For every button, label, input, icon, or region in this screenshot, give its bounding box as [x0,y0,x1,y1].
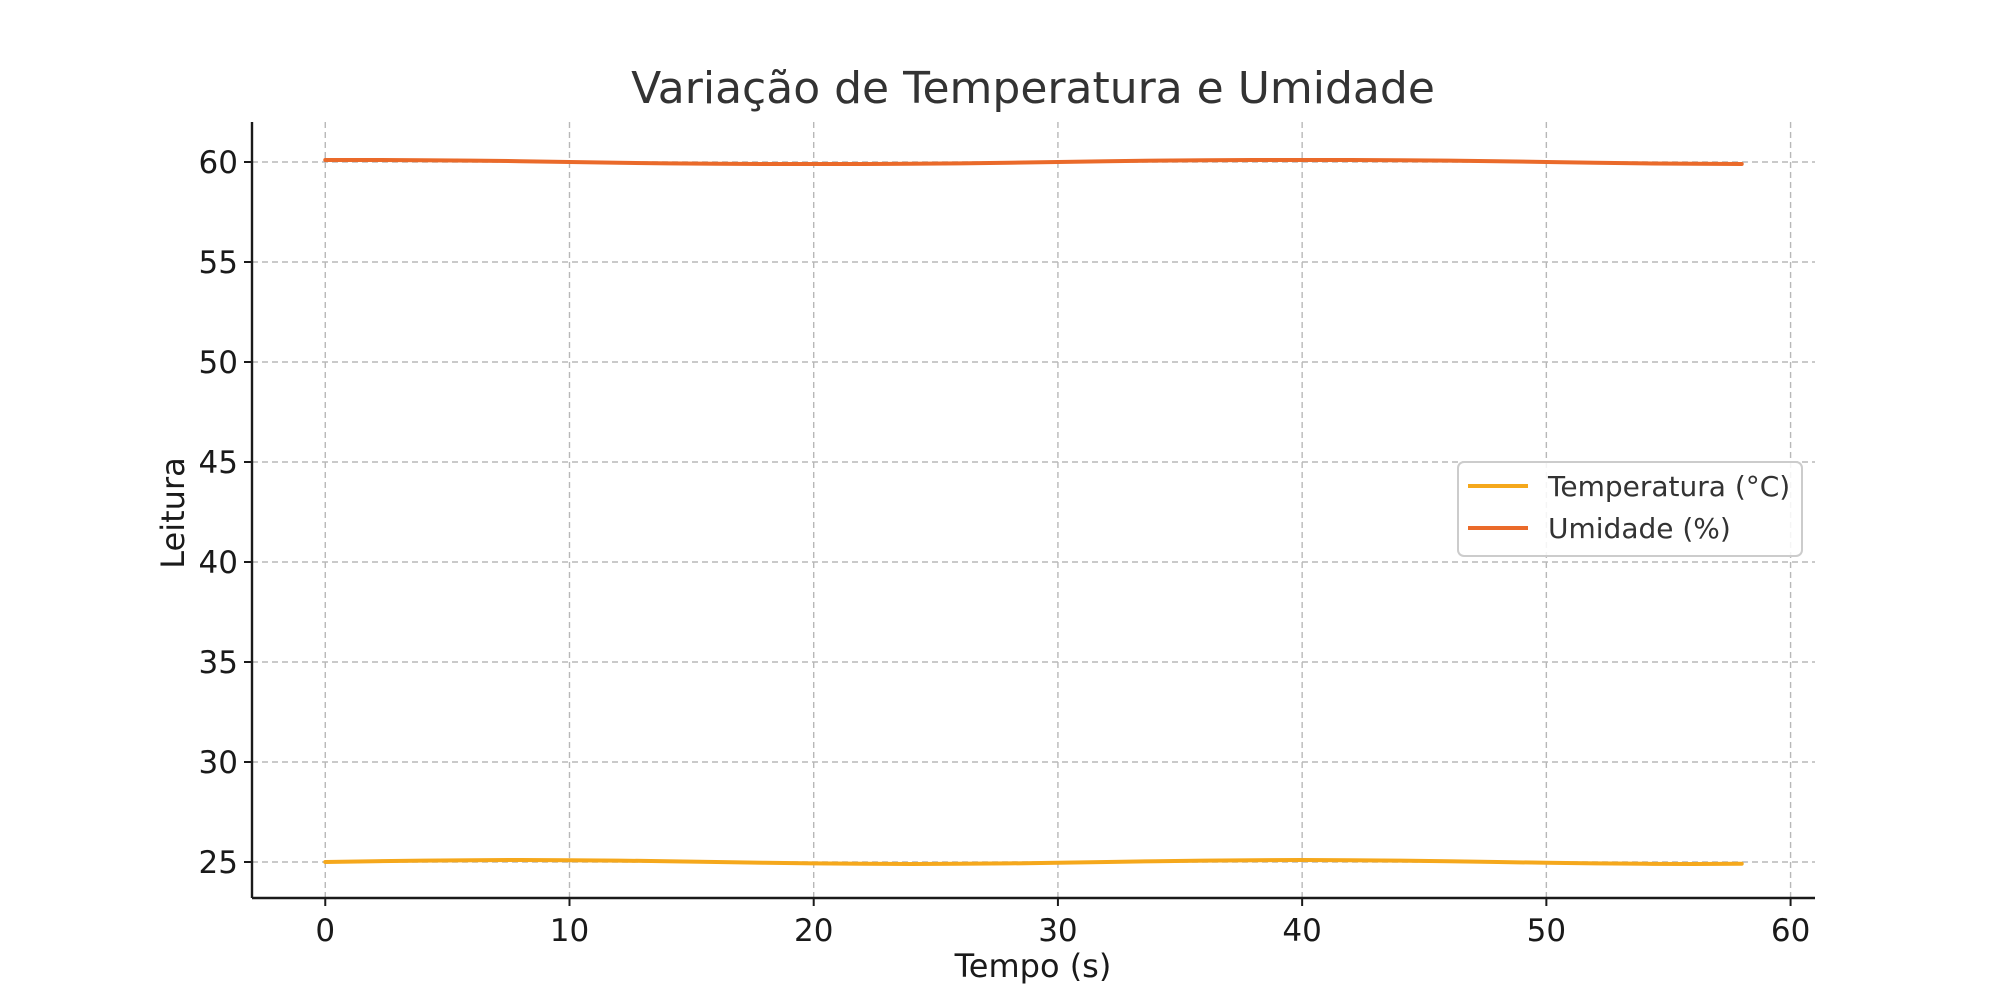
y-tick-label: 35 [199,645,238,681]
legend-box [1457,461,1803,557]
x-axis-title: Tempo (s) [954,947,1112,985]
series-line-umidade [323,158,1744,166]
y-tick-label: 60 [199,145,238,181]
legend-label-temperatura: Temperatura (°C) [1547,470,1790,503]
x-tick-label: 50 [1527,913,1566,949]
legend: Temperatura (°C) Umidade (%) [1457,461,1803,557]
x-tick-label: 0 [315,913,335,949]
y-tick-label: 55 [199,245,238,281]
y-tick-label: 50 [199,345,238,381]
y-tick-label: 25 [199,845,238,881]
y-axis-title: Leitura [154,457,192,568]
series-line-temperatura [323,858,1744,866]
y-tick-label: 30 [199,745,238,781]
x-tick-label: 10 [550,913,589,949]
y-tick-label: 40 [199,545,238,581]
ticks: 0 10 20 30 40 50 60 25 30 35 40 45 50 55 60 [199,145,1811,949]
legend-label-umidade: Umidade (%) [1548,512,1731,545]
series-layer [323,158,1744,866]
x-tick-label: 20 [794,913,833,949]
x-tick-label: 30 [1038,913,1077,949]
x-tick-label: 40 [1282,913,1321,949]
x-tick-label: 60 [1771,913,1810,949]
chart-title: Variação de Temperatura e Umidade [631,63,1435,114]
y-tick-label: 45 [199,445,238,481]
